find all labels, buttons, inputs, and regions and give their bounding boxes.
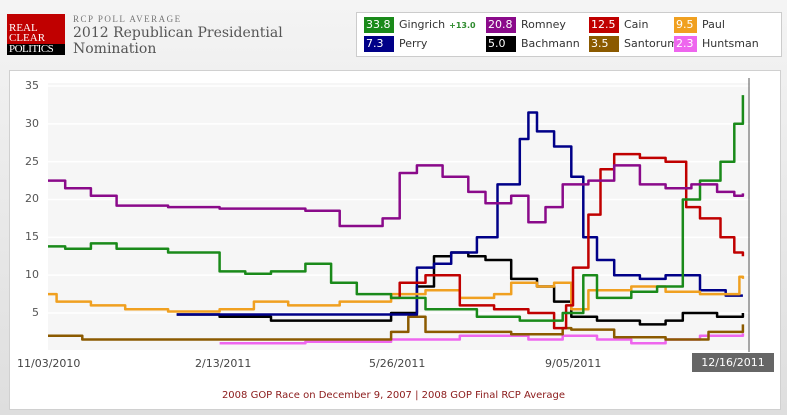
legend-item-cain[interactable]: 12.5 Cain [589, 17, 648, 33]
logo-red-block [7, 14, 65, 44]
legend-value: 7.3 [364, 36, 394, 52]
legend-name: Cain [624, 18, 649, 31]
y-tick-label: 25 [25, 155, 39, 168]
series-line-paul [48, 275, 745, 313]
y-tick-label: 35 [25, 79, 39, 92]
logo-text-real: REAL [9, 22, 38, 34]
series-line-cain [391, 152, 745, 330]
legend-value: 2.3 [674, 36, 697, 52]
legend-item-bachmann[interactable]: 5.0 Bachmann [486, 36, 580, 52]
series-line-romney [48, 164, 745, 228]
legend-item-romney[interactable]: 20.8 Romney [486, 17, 566, 33]
x-tick-label: 2/13/2011 [195, 357, 252, 370]
y-tick-label: 10 [25, 268, 39, 281]
x-tick-label-current[interactable]: 12/16/2011 [692, 353, 774, 372]
x-tick-label: 9/05/2011 [545, 357, 602, 370]
legend-name: Romney [521, 18, 566, 31]
logo-text-clear: CLEAR [9, 32, 46, 44]
link-2008-final-average[interactable]: 2008 GOP Final RCP Average [421, 390, 566, 401]
link-2008-race[interactable]: 2008 GOP Race on December 9, 2007 [221, 390, 412, 401]
footer-links: 2008 GOP Race on December 9, 2007 | 2008… [0, 390, 787, 401]
legend-value: 33.8 [364, 17, 394, 33]
y-tick-label: 5 [32, 306, 39, 319]
legend-name: Bachmann [521, 37, 580, 50]
legend-value: 3.5 [589, 36, 619, 52]
series-lines [48, 95, 745, 345]
legend-item-perry[interactable]: 7.3 Perry [364, 36, 427, 52]
rcp-logo[interactable]: REAL CLEAR POLITICS [7, 14, 65, 55]
legend-item-paul[interactable]: 9.5 Paul [674, 17, 725, 33]
legend-value: 12.5 [589, 17, 619, 33]
legend-change: +13.0 [449, 21, 476, 30]
footer-separator: | [411, 390, 422, 401]
series-line-santorum [48, 315, 745, 341]
page-title: 2012 Republican Presidential Nomination [73, 25, 283, 57]
series-line-bachmann [176, 251, 745, 326]
legend-name: Paul [702, 18, 725, 31]
legend-value: 5.0 [486, 36, 516, 52]
y-tick-label: 30 [25, 117, 39, 130]
legend-item-huntsman[interactable]: 2.3 Huntsman [674, 36, 759, 52]
logo-black-block [7, 44, 65, 55]
legend-name: Perry [399, 37, 428, 50]
legend-value: 9.5 [674, 17, 697, 33]
legend-item-santorum[interactable]: 3.5 Santorum [589, 36, 678, 52]
legend-item-gingrich[interactable]: 33.8 Gingrich +13.0 [364, 17, 476, 33]
legend-name: Santorum [624, 37, 678, 50]
y-tick-label: 20 [25, 192, 39, 205]
legend: 33.8 Gingrich +13.0 20.8 Romney 12.5 Cain 9.… [356, 12, 782, 57]
x-tick-label: 11/03/2010 [17, 357, 81, 370]
legend-name: Gingrich [399, 18, 446, 31]
logo-text-politics: POLITICS [9, 43, 54, 55]
legend-value: 20.8 [486, 17, 516, 33]
y-tick-label: 15 [25, 230, 39, 243]
kicker: RCP POLL AVERAGE [73, 14, 182, 24]
legend-name: Huntsman [702, 37, 759, 50]
x-tick-label: 5/26/2011 [369, 357, 426, 370]
series-line-perry [176, 111, 743, 316]
series-line-gingrich [48, 95, 745, 322]
